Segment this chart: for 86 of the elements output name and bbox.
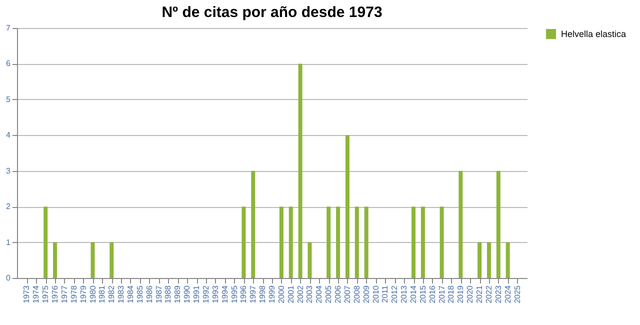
- x-tick-label: 1977: [60, 284, 69, 304]
- x-tick-label: 2013: [400, 284, 409, 304]
- bar: [496, 170, 500, 278]
- x-tick-label: 2003: [305, 284, 314, 304]
- x-tick-label: 1997: [248, 284, 258, 304]
- x-tick-label: 1994: [220, 284, 230, 304]
- x-tick-label: 2022: [484, 284, 494, 304]
- x-tick-label: 1975: [41, 284, 50, 304]
- x-tick-label: 1988: [164, 284, 173, 304]
- x-tick-label: 2005: [324, 284, 334, 304]
- x-tick-label: 1999: [268, 284, 276, 304]
- x-tick-label: 1993: [210, 284, 220, 304]
- x-tick-label: 2025: [512, 284, 522, 304]
- x-tick-label: 1980: [88, 284, 98, 304]
- x-tick-label: 2019: [456, 284, 466, 304]
- bar: [110, 242, 114, 278]
- bar: [420, 206, 425, 278]
- x-tick-label: 1983: [116, 284, 126, 304]
- bar: [242, 206, 246, 278]
- bar: [326, 206, 331, 278]
- x-tick-label: 1984: [126, 284, 135, 304]
- y-tick-label: 5: [6, 94, 12, 104]
- x-tick-label: 2001: [286, 284, 296, 304]
- bar: [336, 206, 340, 278]
- x-tick-label: 1981: [98, 284, 107, 304]
- bar: [288, 206, 293, 278]
- y-tick-label: 1: [6, 238, 12, 247]
- bar: [486, 242, 491, 278]
- y-tick-label: 3: [6, 166, 12, 176]
- x-tick-label: 1985: [135, 284, 144, 304]
- x-tick-label: 2020: [466, 284, 475, 304]
- x-tick-label: 2011: [380, 284, 390, 303]
- x-tick-label: 2004: [314, 284, 324, 304]
- y-tick-label: 6: [6, 59, 12, 68]
- y-tick-label: 0: [6, 274, 12, 282]
- x-tick-label: 1976: [50, 284, 60, 304]
- x-tick-label: 2000: [276, 284, 286, 304]
- x-tick-label: 2012: [390, 284, 400, 304]
- legend-label: Helvella elastica: [561, 29, 626, 39]
- x-tick-label: 1998: [258, 284, 268, 304]
- x-tick-label: 1987: [154, 284, 164, 304]
- x-tick-label: 1982: [107, 284, 116, 304]
- bar: [44, 206, 48, 278]
- x-tick-label: 2008: [352, 284, 362, 304]
- bar: [90, 242, 95, 278]
- x-tick-label: 2018: [446, 284, 456, 304]
- bar: [53, 242, 58, 278]
- x-tick-label: 2014: [409, 284, 418, 304]
- x-tick-label: 2024: [503, 284, 512, 304]
- bar: [364, 206, 368, 278]
- y-tick-label: 4: [6, 130, 12, 140]
- x-tick-label: 2021: [475, 284, 484, 304]
- x-tick-label: 1989: [173, 284, 182, 304]
- x-tick-label: 1991: [192, 284, 202, 304]
- x-tick-label: 1986: [144, 284, 154, 304]
- x-tick-label: 2016: [428, 284, 437, 304]
- x-tick-label: 2015: [418, 284, 428, 304]
- y-tick-label: 2: [6, 202, 12, 212]
- x-tick-label: 2006: [334, 284, 343, 304]
- x-tick-label: 1978: [69, 284, 78, 304]
- bar: [506, 242, 510, 278]
- x-tick-label: 1974: [32, 284, 41, 304]
- x-tick-label: 2009: [362, 284, 371, 304]
- x-tick-label: 2017: [437, 284, 446, 304]
- x-tick-label: 2023: [494, 284, 503, 304]
- x-tick-label: 2010: [371, 284, 380, 304]
- bar: [298, 64, 302, 278]
- bar: [478, 242, 482, 278]
- x-tick-label: 2007: [342, 284, 352, 304]
- bar: [279, 206, 284, 278]
- bar: [251, 170, 256, 278]
- bar: [308, 242, 312, 278]
- x-tick-label: 1996: [239, 284, 248, 304]
- x-tick-label: 1992: [201, 284, 210, 304]
- bar: [345, 135, 350, 278]
- bar: [440, 206, 444, 278]
- x-tick-label: 1995: [230, 284, 239, 304]
- bar: [354, 206, 359, 278]
- x-tick-label: 2002: [296, 284, 305, 304]
- x-tick-label: 1979: [78, 284, 88, 304]
- bar: [458, 170, 463, 278]
- x-tick-label: 1990: [182, 284, 192, 304]
- y-tick-label: 7: [6, 24, 12, 32]
- bar: [412, 206, 416, 278]
- chart-title: Nº de citas por año desde 1973: [162, 4, 382, 21]
- x-tick-label: 1973: [22, 284, 32, 304]
